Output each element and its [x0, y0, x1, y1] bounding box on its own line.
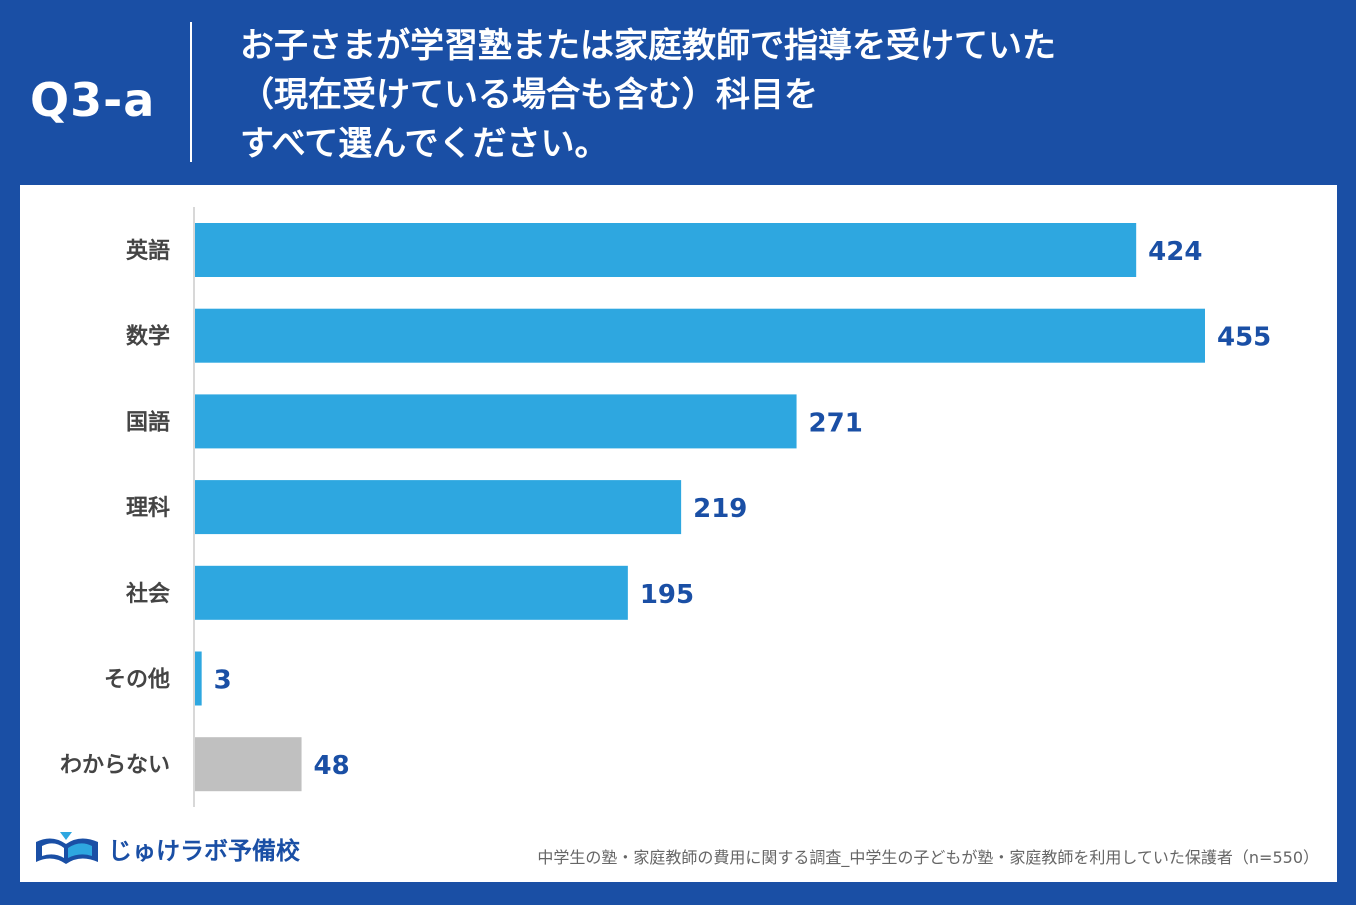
category-label: 社会 [126, 581, 170, 607]
value-label: 195 [640, 580, 694, 610]
chart-panel: 英語 424 数学 455 国語 271 理科 219 社会 195 その他 3 わからない 48 じゅけ… [20, 185, 1337, 882]
brand-name: じゅけラボ予備校 [108, 836, 300, 865]
question-number: Q3-a [30, 73, 156, 127]
value-label: 271 [809, 408, 863, 438]
bar [195, 308, 1205, 363]
category-label: その他 [104, 668, 170, 693]
value-label: 219 [693, 494, 747, 524]
value-label: 3 [214, 666, 232, 696]
category-label: わからない [60, 753, 170, 778]
book-logo-icon [36, 832, 98, 864]
bar-chart: 英語 424 数学 455 国語 271 理科 219 社会 195 その他 3 わからない 48 [60, 207, 1271, 807]
question-line-1: お子さまが学習塾または家庭教師で指導を受けていた [240, 26, 1056, 66]
value-label: 424 [1148, 237, 1202, 267]
question-line-2: （現在受けている場合も含む）科目を [240, 75, 818, 115]
header-divider [190, 22, 192, 162]
category-label: 国語 [126, 409, 170, 435]
bar [195, 480, 682, 535]
question-text: お子さまが学習塾または家庭教師で指導を受けていた （現在受けている場合も含む）科… [240, 22, 1320, 169]
bar [195, 651, 202, 706]
question-header: Q3-a お子さまが学習塾または家庭教師で指導を受けていた （現在受けている場合… [0, 0, 1356, 185]
source-note: 中学生の塾・家庭教師の費用に関する調査_中学生の子どもが塾・家庭教師を利用してい… [537, 848, 1319, 867]
question-line-3: すべて選んでください。 [240, 124, 609, 164]
bar [195, 737, 302, 792]
category-label: 英語 [126, 238, 170, 264]
value-label: 455 [1217, 323, 1271, 353]
category-label: 理科 [126, 496, 170, 521]
value-label: 48 [314, 751, 350, 781]
brand-logo: じゅけラボ予備校 [32, 828, 300, 868]
category-label: 数学 [126, 324, 170, 350]
bar [195, 565, 628, 620]
bar [195, 394, 797, 449]
bar [195, 223, 1137, 277]
